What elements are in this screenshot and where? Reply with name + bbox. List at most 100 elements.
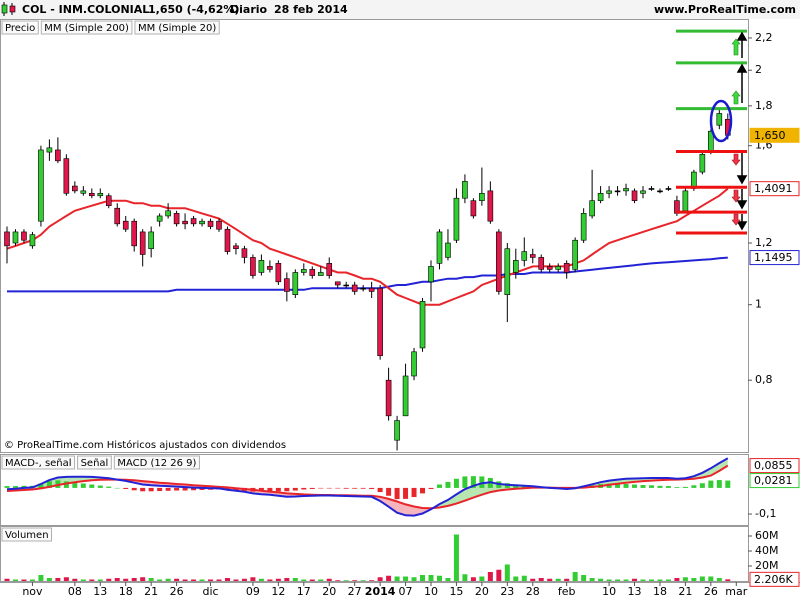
legend-box (40, 20, 133, 35)
last-value-label: 2.206K (754, 573, 793, 586)
candle-body (436, 231, 443, 264)
volume-bar (555, 578, 561, 581)
histogram-bar (12, 486, 18, 488)
histogram-bar (394, 487, 400, 500)
last-value-label: 1,650 (754, 129, 786, 142)
volume-bar (411, 577, 417, 581)
volume-bar (208, 579, 214, 581)
volume-bar (216, 579, 222, 581)
volume-bar (682, 577, 688, 581)
y-tick-label: 2,2 (755, 31, 773, 44)
macd-line (6, 457, 729, 517)
volume-bar (326, 578, 332, 581)
histogram-bar (725, 480, 731, 488)
candle-body (233, 245, 239, 250)
panel-frame (0, 526, 749, 582)
volume-bar (436, 575, 442, 581)
candle-body (657, 190, 663, 193)
volume-bar (453, 534, 459, 581)
macd-signal-fill (464, 485, 474, 501)
candle-body (46, 147, 53, 153)
legend-box (113, 455, 200, 470)
candle-body (131, 220, 137, 247)
histogram-bar (4, 486, 10, 488)
y-tick-label: 1,8 (755, 99, 773, 112)
candle-body (419, 301, 426, 349)
candle-body (589, 200, 595, 217)
candle-body (546, 266, 553, 270)
legend-box (134, 20, 220, 35)
plot-layer: 0,811,21,61,822,21,6501,40911,1495Precio… (1, 20, 800, 598)
date: 28 feb 2014 (274, 3, 348, 16)
volume-bar (462, 574, 468, 581)
histogram-bar (114, 487, 120, 489)
histogram-bar (708, 480, 714, 488)
legend-label: MACD-, señal (5, 458, 72, 469)
macd-signal-fill (456, 489, 465, 504)
volume-bar (504, 564, 510, 581)
volume-bar (335, 580, 341, 581)
histogram-bar (267, 487, 273, 492)
candle-body (462, 181, 468, 199)
histogram-bar (640, 485, 646, 488)
x-tick-label: 21 (678, 585, 692, 598)
candle-body (267, 266, 273, 270)
x-tick-label: 21 (144, 585, 158, 598)
quote: 1,650 (-4,62%) (148, 3, 239, 16)
histogram-bar (623, 483, 629, 488)
candle-body (300, 269, 307, 273)
histogram-bar (165, 487, 171, 491)
highlight-ellipse (709, 99, 733, 143)
candle-body (148, 231, 154, 250)
candle-body (555, 266, 562, 270)
x-tick-label: mar (725, 585, 747, 598)
legend-box (77, 455, 112, 470)
histogram-bar (606, 483, 612, 488)
candle-body (377, 287, 383, 357)
candle-body (428, 266, 434, 283)
candle-body (139, 231, 146, 255)
x-tick-label: 20 (322, 585, 336, 598)
volume-bar (377, 577, 383, 581)
volume-bar (12, 579, 18, 581)
down-arrow (731, 153, 741, 166)
volume-bar (106, 578, 112, 581)
last-value-box (749, 127, 800, 143)
volume-bar (55, 578, 61, 581)
candle-body (470, 200, 477, 217)
volume-bar (191, 579, 197, 581)
volume-bar (420, 575, 426, 581)
volume-bar (275, 578, 281, 581)
volume-bar (547, 578, 553, 581)
y-tick-label: 2 (755, 63, 762, 76)
header-bar (0, 0, 800, 19)
histogram-bar (38, 483, 44, 488)
x-tick-label: 13 (628, 585, 642, 598)
x-tick-label: 26 (704, 585, 718, 598)
volume-bar (623, 579, 629, 581)
histogram-bar (174, 487, 180, 491)
candle-body (114, 207, 121, 225)
histogram-bar (301, 487, 307, 490)
candle-body (21, 231, 27, 241)
x-tick-label: 15 (449, 585, 463, 598)
histogram-bar (648, 485, 654, 488)
volume-bar (182, 579, 188, 581)
histogram-bar (674, 487, 680, 488)
histogram-bar (326, 487, 332, 489)
histogram-bar (292, 487, 298, 491)
candle-body (63, 158, 70, 194)
histogram-bar (46, 481, 52, 488)
candle-body (716, 113, 723, 126)
volume-bar (665, 579, 671, 581)
macd-signal-fill (710, 463, 720, 476)
y-tick-label: 0,8 (755, 373, 773, 386)
down-arrow (731, 189, 741, 203)
x-tick-label: 20 (475, 585, 489, 598)
candle-body (38, 149, 44, 222)
y-tick-label: 1,2 (755, 236, 773, 249)
volume-bar (131, 578, 137, 581)
up-arrow (731, 90, 741, 105)
histogram-bar (343, 487, 349, 489)
x-tick-label: 18 (653, 585, 667, 598)
